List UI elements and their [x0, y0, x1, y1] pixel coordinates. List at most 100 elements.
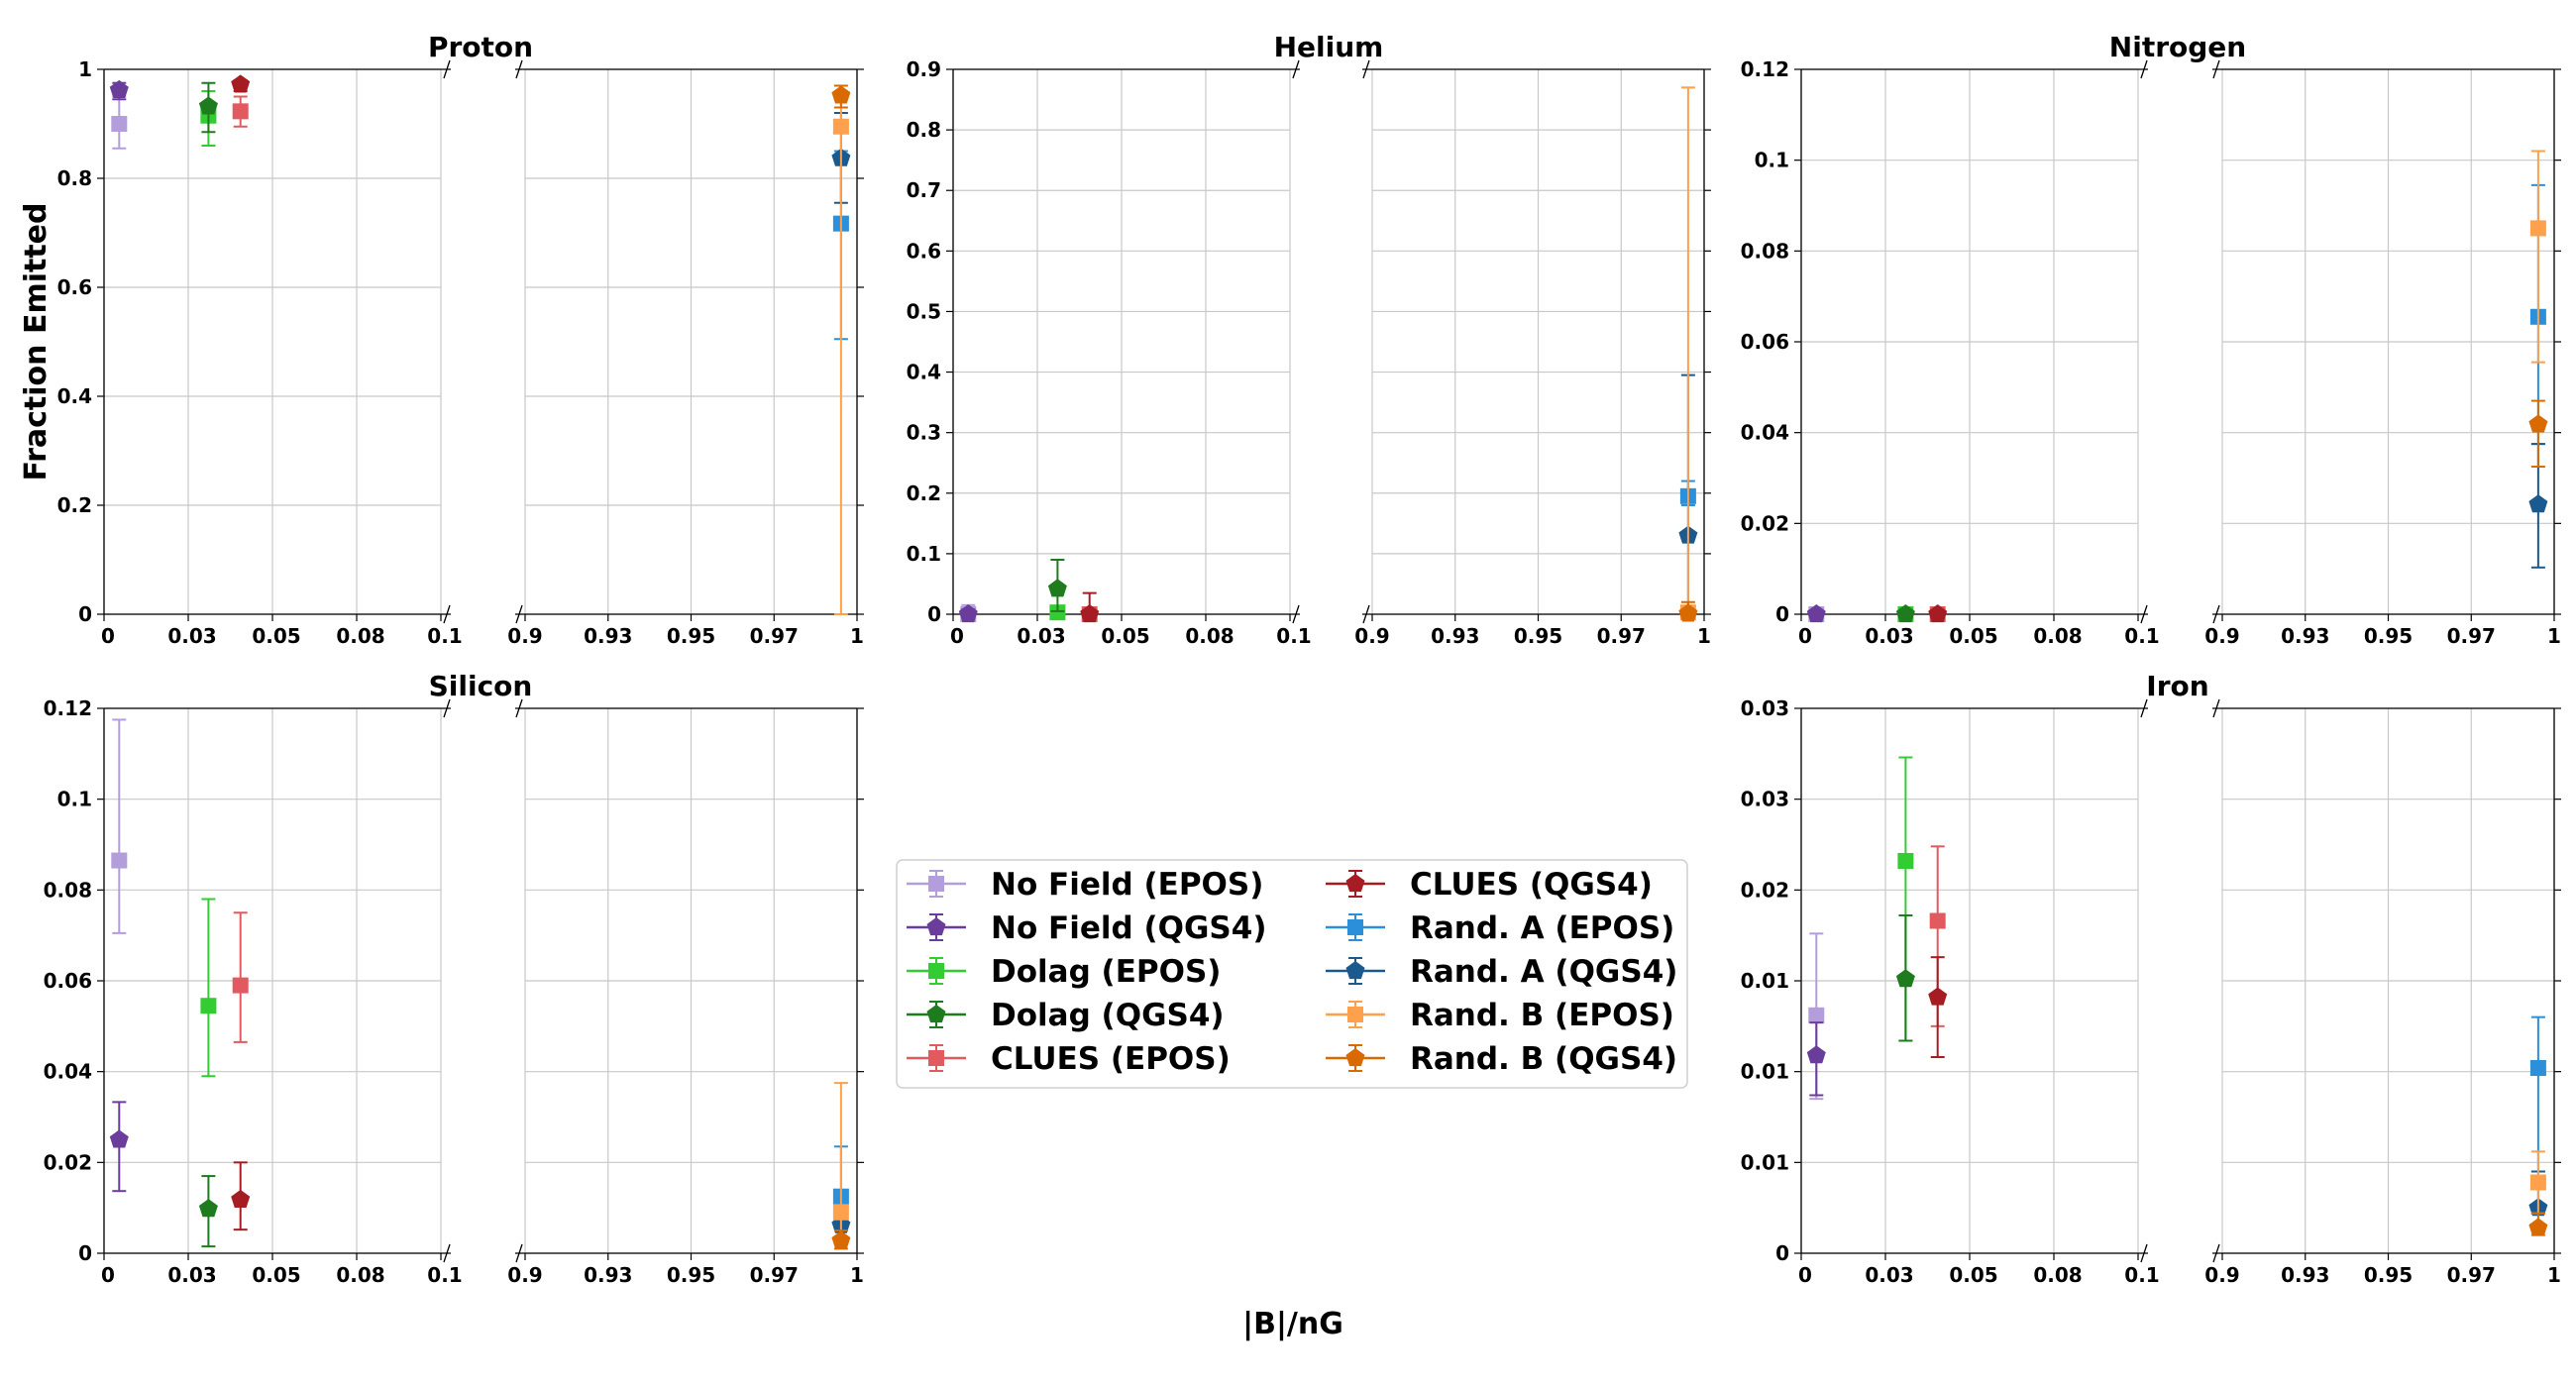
y-tick-label: 0.8: [907, 118, 941, 142]
y-tick-label: 0.08: [1741, 239, 1789, 263]
data-point: [111, 116, 128, 132]
data-point: [831, 85, 851, 104]
x-tick-label: 0.9: [507, 624, 542, 648]
x-tick-label: 0.97: [750, 624, 799, 648]
legend-entry: No Field (EPOS): [907, 867, 1263, 903]
axis-break-mark: [2212, 59, 2220, 79]
data-point: [1678, 603, 1698, 622]
data-point: [958, 604, 978, 623]
y-tick-label: 0.1: [57, 788, 92, 811]
legend-label: No Field (QGS4): [991, 910, 1267, 946]
x-tick-label: 0: [101, 1263, 115, 1287]
x-tick-label: 1: [850, 1263, 864, 1287]
x-tick-label: 0.93: [1431, 624, 1479, 648]
legend-entry: Rand. A (EPOS): [1326, 910, 1674, 946]
y-tick-label: 0: [1775, 1241, 1789, 1265]
x-axis-label: |B|/nG: [1242, 1307, 1343, 1341]
legend: No Field (EPOS) No Field (QGS4) Dolag (EPO…: [896, 859, 1688, 1089]
y-tick-label: 0.9: [907, 57, 941, 81]
data-point: [2529, 1060, 2546, 1076]
legend-entry: Dolag (EPOS): [907, 954, 1221, 990]
x-tick-label: 1: [2547, 1263, 2561, 1287]
y-tick-label: 0.12: [1741, 57, 1789, 81]
data-point: [109, 1129, 129, 1148]
data-point: [231, 74, 251, 93]
y-tick-label: 0.01: [1741, 1060, 1789, 1084]
data-point: [2528, 1218, 2548, 1236]
y-tick-label: 0.02: [1741, 878, 1789, 902]
axis-break-mark: [515, 604, 523, 624]
x-tick-label: 0.95: [667, 1263, 715, 1287]
y-tick-label: 1: [78, 57, 92, 81]
legend-label: Rand. A (QGS4): [1410, 954, 1677, 990]
data-point: [1928, 987, 1948, 1006]
y-tick-label: 0.2: [57, 493, 92, 517]
y-tick-label: 0.08: [44, 878, 92, 902]
axis-break-mark: [443, 59, 451, 79]
legend-marker: [926, 1005, 946, 1023]
legend-label: Rand. A (EPOS): [1410, 910, 1674, 946]
x-tick-label: 0.93: [2281, 1263, 2329, 1287]
legend-marker: [1345, 961, 1365, 980]
data-point: [109, 79, 129, 98]
x-tick-label: 0.05: [1101, 624, 1149, 648]
axis-break-mark: [2140, 59, 2148, 79]
legend-entry: Dolag (QGS4): [907, 998, 1225, 1033]
legend-marker: [1347, 1007, 1363, 1022]
x-tick-label: 0.1: [2124, 624, 2159, 648]
panel-title: Proton: [428, 31, 533, 63]
y-tick-label: 0.3: [907, 421, 941, 445]
panel-iron: 0 0.01 0.01 0.01 0.02 0.03 0.03 0 0.9 0.03 0.93 0.0…: [1741, 670, 2561, 1287]
data-point: [1895, 604, 1915, 623]
x-tick-label: 0.08: [336, 1263, 384, 1287]
x-tick-label: 0.05: [1949, 624, 1997, 648]
data-point: [832, 1204, 849, 1221]
x-tick-label: 0.9: [2204, 624, 2239, 648]
axis-break-mark: [443, 698, 451, 718]
axis-break-mark: [515, 59, 523, 79]
panel-helium: 0 0.1 0.2 0.3 0.4 0.5 0.6 0.7 0.8 0.9 0 0.9 0.03 0.93…: [907, 31, 1711, 648]
y-tick-label: 0.12: [44, 696, 92, 720]
x-tick-label: 0.1: [427, 1263, 462, 1287]
x-tick-label: 0.1: [2124, 1263, 2159, 1287]
y-tick-label: 0.4: [907, 361, 941, 384]
legend-marker: [1347, 919, 1363, 935]
data-point: [1806, 604, 1826, 623]
legend-marker: [928, 963, 944, 979]
legend-label: Rand. B (QGS4): [1410, 1041, 1677, 1077]
y-tick-label: 0.03: [1741, 788, 1789, 811]
data-point: [1080, 604, 1100, 623]
x-tick-label: 0.03: [167, 624, 216, 648]
y-tick-label: 0.04: [1741, 421, 1789, 445]
data-point: [1806, 1045, 1826, 1064]
x-tick-label: 0.9: [1354, 624, 1389, 648]
x-tick-label: 0.05: [1949, 1263, 1997, 1287]
legend-marker: [928, 876, 944, 892]
legend-entry: CLUES (EPOS): [907, 1041, 1231, 1077]
legend-entry: Rand. B (QGS4): [1326, 1041, 1677, 1077]
x-tick-label: 0.95: [1514, 624, 1562, 648]
data-point: [1047, 579, 1067, 597]
y-tick-label: 0.2: [907, 481, 941, 505]
x-tick-label: 0.08: [1185, 624, 1234, 648]
y-tick-label: 0.02: [1741, 511, 1789, 535]
x-tick-label: 0: [1798, 624, 1812, 648]
axis-break-mark: [1362, 604, 1370, 624]
panels-group: 0 0.2 0.4 0.6 0.8 1 0 0.9 0.03 0.93 0.05 0.95 0.08 0.…: [44, 31, 2561, 1287]
y-tick-label: 0.8: [57, 166, 92, 190]
y-axis-label: Fraction Emitted: [19, 203, 54, 481]
y-tick-label: 0.06: [44, 969, 92, 993]
data-point: [2528, 414, 2548, 433]
panel-silicon: 0 0.02 0.04 0.06 0.08 0.1 0.12 0 0.9 0.03 0.93 0.05…: [44, 670, 864, 1287]
legend-marker: [928, 1050, 944, 1066]
x-tick-label: 0.97: [2447, 1263, 2496, 1287]
x-tick-label: 0.97: [2447, 624, 2496, 648]
data-point: [200, 998, 217, 1014]
panel-nitrogen: 0 0.02 0.04 0.06 0.08 0.1 0.12 0 0.9 0.03 0.93 0.05…: [1741, 31, 2561, 648]
data-point: [1929, 912, 1946, 929]
legend-marker: [1345, 1048, 1365, 1067]
x-tick-label: 0.93: [584, 1263, 632, 1287]
x-tick-label: 0.05: [252, 1263, 300, 1287]
data-point: [832, 118, 849, 135]
